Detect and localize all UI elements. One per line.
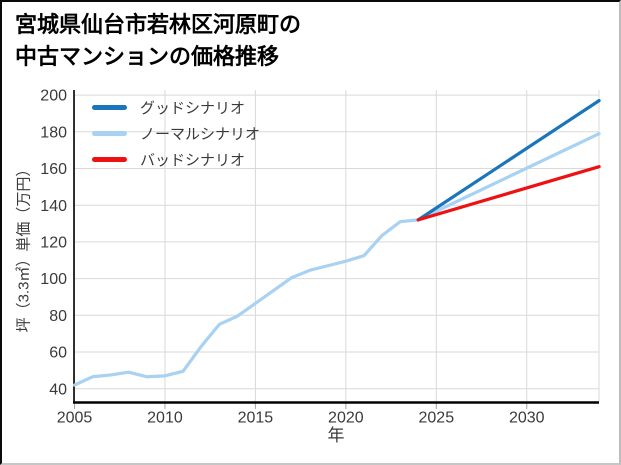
legend: グッドシナリオ ノーマルシナリオ バッドシナリオ — [92, 94, 260, 172]
chart-title-line-2: 中古マンションの価格推移 — [15, 44, 280, 69]
svg-text:2005: 2005 — [57, 409, 93, 426]
svg-text:2030: 2030 — [509, 409, 545, 426]
x-axis-label: 年 — [327, 426, 345, 445]
y-axis-label: 坪（3.3㎡）単価（万円） — [15, 161, 33, 333]
svg-text:80: 80 — [49, 308, 67, 325]
svg-text:2015: 2015 — [238, 409, 274, 426]
series-ノーマルシナリオ — [72, 132, 601, 387]
legend-item-good: グッドシナリオ — [92, 94, 260, 120]
legend-label: バッドシナリオ — [140, 151, 246, 169]
svg-text:2025: 2025 — [419, 409, 455, 426]
legend-swatch — [92, 156, 127, 162]
legend-item-bad: バッドシナリオ — [92, 146, 260, 172]
legend-label: グッドシナリオ — [140, 99, 246, 117]
chart-title: 宮城県仙台市若林区河原町の 中古マンションの価格推移 — [15, 9, 301, 73]
series-グッドシナリオ — [416, 99, 601, 222]
svg-text:180: 180 — [40, 124, 67, 141]
svg-text:100: 100 — [40, 271, 67, 288]
svg-text:2020: 2020 — [328, 409, 364, 426]
legend-item-normal: ノーマルシナリオ — [92, 120, 260, 146]
svg-text:60: 60 — [49, 345, 67, 362]
legend-swatch — [92, 104, 127, 110]
svg-text:160: 160 — [40, 161, 67, 178]
chart-title-line-1: 宮城県仙台市若林区河原町の — [15, 12, 302, 37]
series-バッドシナリオ — [416, 165, 601, 222]
svg-text:120: 120 — [40, 235, 67, 252]
svg-text:40: 40 — [49, 381, 67, 398]
svg-text:140: 140 — [40, 198, 67, 215]
legend-swatch — [92, 130, 127, 136]
svg-text:200: 200 — [40, 88, 67, 105]
svg-text:2010: 2010 — [147, 409, 183, 426]
legend-label: ノーマルシナリオ — [140, 125, 261, 143]
